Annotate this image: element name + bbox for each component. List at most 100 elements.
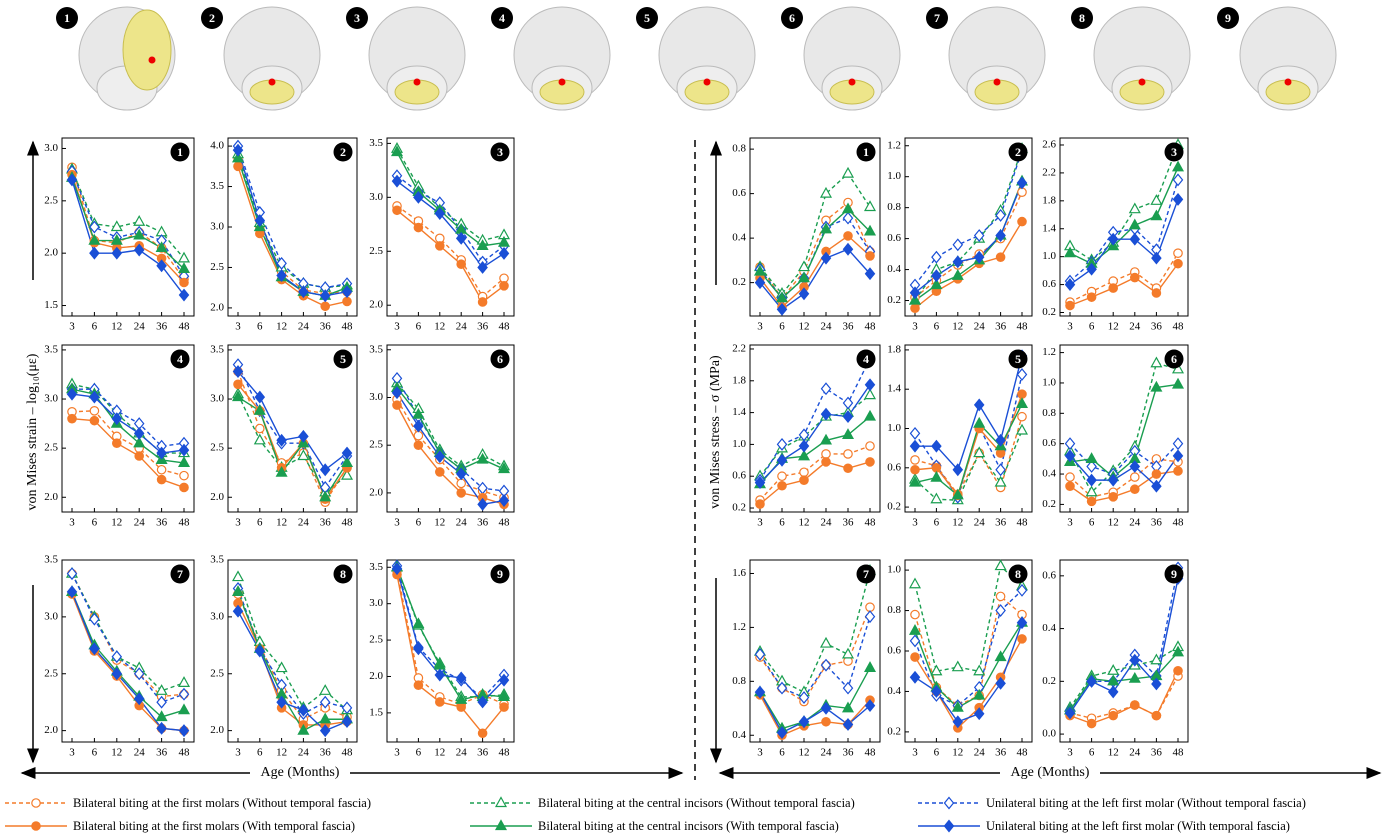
point [930, 470, 943, 482]
image-label: 1 [64, 11, 70, 25]
x-tick-label: 12 [799, 517, 810, 529]
plot-frame [904, 137, 1033, 317]
load-point [993, 78, 1001, 86]
x-tick-label: 3 [235, 517, 241, 529]
series-line [71, 171, 185, 277]
x-tick-label: 6 [257, 517, 263, 529]
point [1017, 411, 1027, 422]
y-tick-label: 3.0 [44, 393, 58, 405]
x-tick-label: 36 [156, 321, 168, 333]
point [497, 690, 511, 701]
panel-badge [1164, 142, 1184, 162]
y-tick-label: 2.5 [210, 261, 224, 273]
point [909, 286, 921, 300]
point [434, 697, 445, 707]
x-tick-label: 36 [995, 747, 1007, 759]
point [1065, 472, 1075, 482]
series-line [914, 638, 1023, 729]
point [843, 231, 853, 241]
point [233, 161, 243, 172]
x-tick-label: 6 [416, 517, 422, 529]
point [413, 440, 424, 450]
series-line [71, 174, 185, 283]
y-tick-label: 2.2 [732, 343, 746, 355]
series-line [237, 591, 347, 732]
point [1129, 232, 1141, 246]
load-point [413, 78, 421, 86]
point [973, 446, 986, 458]
point [798, 691, 810, 704]
point [133, 436, 146, 448]
x-tick-label: 12 [799, 321, 810, 333]
point [973, 398, 985, 412]
point [973, 416, 986, 428]
panel-badge [333, 564, 353, 584]
point [477, 728, 488, 739]
series-line [396, 565, 505, 700]
panel-label: 8 [1015, 567, 1021, 581]
plot-frame [227, 344, 358, 513]
point [908, 577, 922, 589]
image-badge [491, 7, 513, 29]
point [477, 297, 488, 307]
point [910, 303, 920, 314]
point [455, 693, 468, 704]
load-point [148, 56, 156, 64]
point [1064, 449, 1076, 463]
x-tick-label: 24 [974, 321, 986, 333]
point [434, 668, 446, 682]
y-tick-label: 0.8 [732, 143, 746, 155]
point [297, 449, 310, 461]
point [455, 671, 467, 685]
point [476, 452, 489, 464]
point [254, 390, 266, 404]
point [177, 456, 191, 467]
point [1107, 664, 1120, 675]
y-tick-label: 0.4 [732, 729, 746, 741]
point [819, 636, 833, 648]
point [253, 433, 266, 445]
point [754, 647, 766, 661]
x-tick-label: 24 [821, 517, 833, 529]
point [952, 463, 964, 477]
point [391, 174, 403, 188]
point [276, 269, 287, 282]
point [863, 200, 877, 212]
point [842, 211, 854, 225]
x-tick-label: 3 [757, 321, 763, 333]
y-tick-label: 0.2 [732, 276, 746, 288]
series-line [914, 148, 1023, 301]
point [341, 446, 353, 460]
y-axis-label: von Mises strain – log₁₀(με) [25, 353, 40, 510]
point [413, 222, 424, 233]
point [89, 220, 100, 234]
point [434, 207, 446, 220]
panel: 1.52.02.53.03.53 6 12 24 36 489 [369, 559, 515, 759]
point [1065, 481, 1075, 491]
point [930, 278, 943, 290]
x-tick-label: 48 [1017, 321, 1029, 333]
series-line [914, 430, 1023, 501]
point [1086, 473, 1097, 487]
y-tick-label: 1.8 [1042, 194, 1056, 206]
panel: 0.20.61.01.41.83 6 12 24 36 485 [887, 343, 1033, 529]
image-label: 3 [354, 11, 360, 25]
series-line [237, 371, 348, 471]
x-tick-label: 24 [821, 747, 833, 759]
image-badge [346, 7, 368, 29]
point [319, 463, 331, 477]
point [863, 388, 877, 400]
series-line [396, 382, 505, 468]
panel-label: 7 [177, 567, 183, 581]
point [133, 243, 145, 257]
point [89, 406, 100, 416]
point [66, 585, 78, 599]
point [1128, 202, 1141, 214]
point [1171, 160, 1185, 172]
point [1129, 653, 1141, 667]
y-tick-label: 0.6 [1042, 569, 1056, 581]
image-label: 9 [1225, 11, 1231, 25]
point [133, 692, 145, 706]
x-tick-label: 24 [821, 321, 833, 333]
plot-frame [61, 344, 195, 513]
